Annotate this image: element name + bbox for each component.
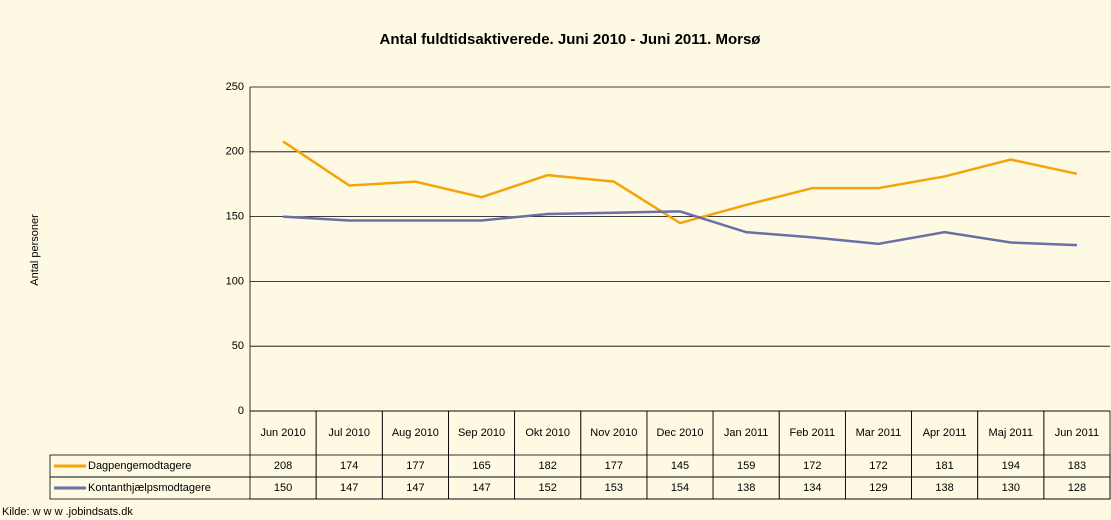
y-tick-label: 200 [226, 146, 244, 158]
x-tick-label: Mar 2011 [856, 427, 902, 439]
x-tick-label: Jul 2010 [328, 427, 370, 439]
y-axis-label: Antal personer [29, 214, 41, 286]
legend-label: Kontanthjælpsmodtagere [88, 482, 211, 494]
table-value: 152 [539, 482, 557, 494]
y-tick-label: 50 [232, 340, 244, 352]
y-tick-label: 0 [238, 405, 244, 417]
table-value: 194 [1002, 460, 1020, 472]
table-value: 154 [671, 482, 689, 494]
table-value: 150 [274, 482, 292, 494]
line-series [282, 140, 1078, 225]
table-value: 159 [737, 460, 755, 472]
table-value: 129 [869, 482, 887, 494]
x-tick-label: Okt 2010 [525, 427, 570, 439]
table-value: 177 [406, 460, 424, 472]
x-tick-label: Jun 2011 [1055, 427, 1099, 439]
table-value: 153 [605, 482, 623, 494]
y-tick-label: 250 [226, 81, 244, 93]
x-tick-label: Nov 2010 [590, 427, 637, 439]
table-value: 138 [737, 482, 755, 494]
x-tick-label: Jun 2010 [260, 427, 305, 439]
x-tick-label: Apr 2011 [923, 427, 967, 439]
table-value: 130 [1002, 482, 1020, 494]
x-tick-label: Sep 2010 [458, 427, 505, 439]
y-tick-label: 100 [226, 275, 244, 287]
table-value: 165 [472, 460, 490, 472]
legend-label: Dagpengemodtagere [88, 460, 191, 472]
x-tick-label: Maj 2011 [989, 427, 1033, 439]
table-value: 172 [803, 460, 821, 472]
source: Kilde: w w w .jobindsats.dk [2, 506, 133, 518]
table-value: 181 [935, 460, 953, 472]
x-tick-label: Aug 2010 [392, 427, 439, 439]
line-series [283, 210, 1077, 247]
chart-title: Antal fuldtidsaktiverede. Juni 2010 - Ju… [380, 31, 762, 48]
x-tick-label: Dec 2010 [656, 427, 703, 439]
table-value: 208 [274, 460, 292, 472]
table-value: 172 [869, 460, 887, 472]
table-value: 147 [472, 482, 490, 494]
x-tick-label: Jan 2011 [724, 427, 768, 439]
table-value: 134 [803, 482, 821, 494]
table-value: 138 [935, 482, 953, 494]
table-value: 177 [605, 460, 623, 472]
y-tick-label: 150 [226, 211, 244, 223]
table-value: 145 [671, 460, 689, 472]
table-value: 147 [406, 482, 424, 494]
table-value: 182 [539, 460, 557, 472]
table-value: 147 [340, 482, 358, 494]
x-tick-label: Feb 2011 [789, 427, 835, 439]
table-value: 174 [340, 460, 358, 472]
table-value: 128 [1068, 482, 1086, 494]
table-value: 183 [1068, 460, 1086, 472]
table-row [49, 476, 1111, 500]
